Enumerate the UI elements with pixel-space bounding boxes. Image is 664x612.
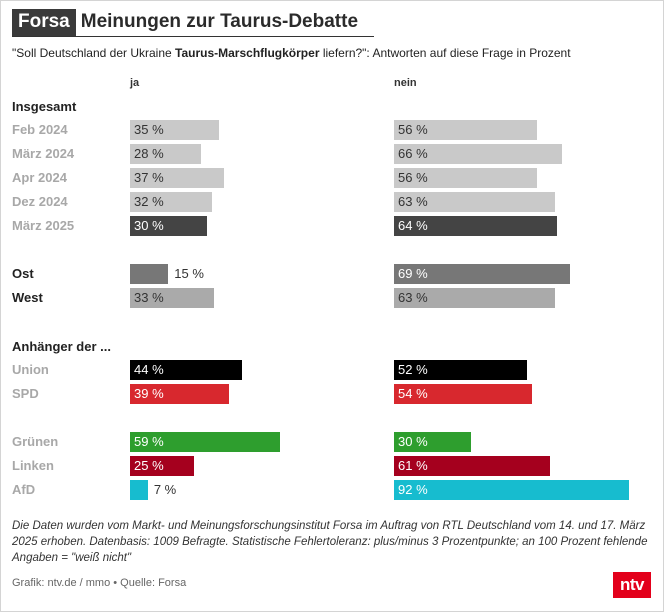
bar-ja [130, 120, 220, 140]
data-label-nein: 56 % [398, 122, 428, 137]
data-label-ja: 33 % [134, 290, 164, 305]
bar-nein [394, 120, 537, 140]
bar-nein [394, 264, 570, 284]
bar-ja [130, 144, 202, 164]
bar-nein [394, 432, 471, 452]
subtitle-pre: "Soll Deutschland der Ukraine [12, 46, 176, 60]
row-label: SPD [12, 386, 39, 401]
bar-nein [394, 168, 537, 188]
row-label: Feb 2024 [12, 122, 68, 137]
bar-nein [394, 456, 550, 476]
bar-ja [130, 384, 230, 404]
bar-nein [394, 192, 555, 212]
row-label: Ost [12, 266, 34, 281]
bar-ja [130, 480, 148, 500]
data-label-nein: 54 % [398, 386, 428, 401]
bar-ja [130, 216, 207, 236]
chart-subtitle: "Soll Deutschland der Ukraine Taurus-Mar… [12, 46, 571, 60]
credit-line: Grafik: ntv.de / mmo • Quelle: Forsa [12, 577, 187, 589]
data-label-ja: 37 % [134, 170, 164, 185]
row-label: März 2024 [12, 146, 75, 161]
row-label: West [12, 290, 43, 305]
data-label-nein: 64 % [398, 218, 428, 233]
data-label-nein: 63 % [398, 290, 428, 305]
title-row: Forsa Meinungen zur Taurus-Debatte [12, 8, 375, 37]
bar-nein [394, 480, 629, 500]
bar-ja [130, 192, 212, 212]
data-label-nein: 69 % [398, 266, 428, 281]
subtitle-bold: Taurus-Marschflugkörper [175, 46, 320, 60]
bar-ja [130, 264, 169, 284]
subtitle-post: liefern?": Antworten auf diese Frage in … [319, 46, 571, 60]
section-heading: Anhänger der ... [12, 339, 111, 354]
bar-nein [394, 144, 563, 164]
data-label-nein: 66 % [398, 146, 428, 161]
data-label-nein: 56 % [398, 170, 428, 185]
data-label-nein: 61 % [398, 458, 428, 473]
data-label-ja: 35 % [134, 122, 164, 137]
data-label-ja: 7 % [153, 482, 177, 497]
row-label: Linken [12, 458, 54, 473]
bar-ja [130, 456, 194, 476]
row-label: März 2025 [12, 218, 75, 233]
data-label-ja: 15 % [174, 266, 204, 281]
bar-nein [394, 288, 555, 308]
data-label-ja: 44 % [134, 362, 164, 377]
bar-nein [394, 360, 527, 380]
column-header-nein: nein [394, 77, 417, 89]
data-label-ja: 39 % [134, 386, 164, 401]
data-label-nein: 63 % [398, 194, 428, 209]
column-header-ja: ja [130, 77, 140, 89]
row-label: AfD [12, 482, 36, 497]
row-label: Union [12, 362, 49, 377]
row-label: Apr 2024 [12, 170, 67, 185]
brand-label: Forsa [12, 8, 76, 36]
row-label: Grünen [12, 434, 59, 449]
data-label-nein: 30 % [398, 434, 428, 449]
data-label-nein: 92 % [398, 482, 428, 497]
data-label-ja: 30 % [134, 218, 164, 233]
bar-ja [130, 288, 215, 308]
data-label-ja: 59 % [134, 434, 164, 449]
bar-nein [394, 384, 532, 404]
bar-ja [130, 168, 225, 188]
section-heading: Insgesamt [12, 99, 77, 114]
data-label-ja: 25 % [134, 458, 164, 473]
bar-ja [130, 432, 281, 452]
row-label: Dez 2024 [12, 194, 68, 209]
bar-ja [130, 360, 243, 380]
chart-title: Meinungen zur Taurus-Debatte [80, 11, 359, 32]
data-label-ja: 28 % [134, 146, 164, 161]
bar-nein [394, 216, 558, 236]
data-label-nein: 52 % [398, 362, 428, 377]
footnote: Die Daten wurden vom Markt- und Meinungs… [12, 520, 648, 564]
data-label-ja: 32 % [134, 194, 164, 209]
ntv-logo: ntv [613, 572, 651, 598]
